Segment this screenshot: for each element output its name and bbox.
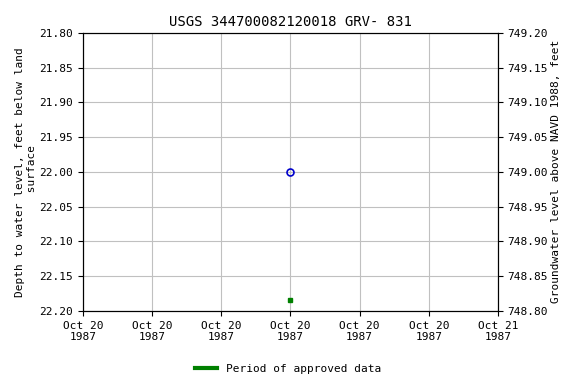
Legend: Period of approved data: Period of approved data xyxy=(191,359,385,379)
Title: USGS 344700082120018 GRV- 831: USGS 344700082120018 GRV- 831 xyxy=(169,15,412,29)
Y-axis label: Groundwater level above NAVD 1988, feet: Groundwater level above NAVD 1988, feet xyxy=(551,40,561,303)
Y-axis label: Depth to water level, feet below land
 surface: Depth to water level, feet below land su… xyxy=(15,47,37,297)
